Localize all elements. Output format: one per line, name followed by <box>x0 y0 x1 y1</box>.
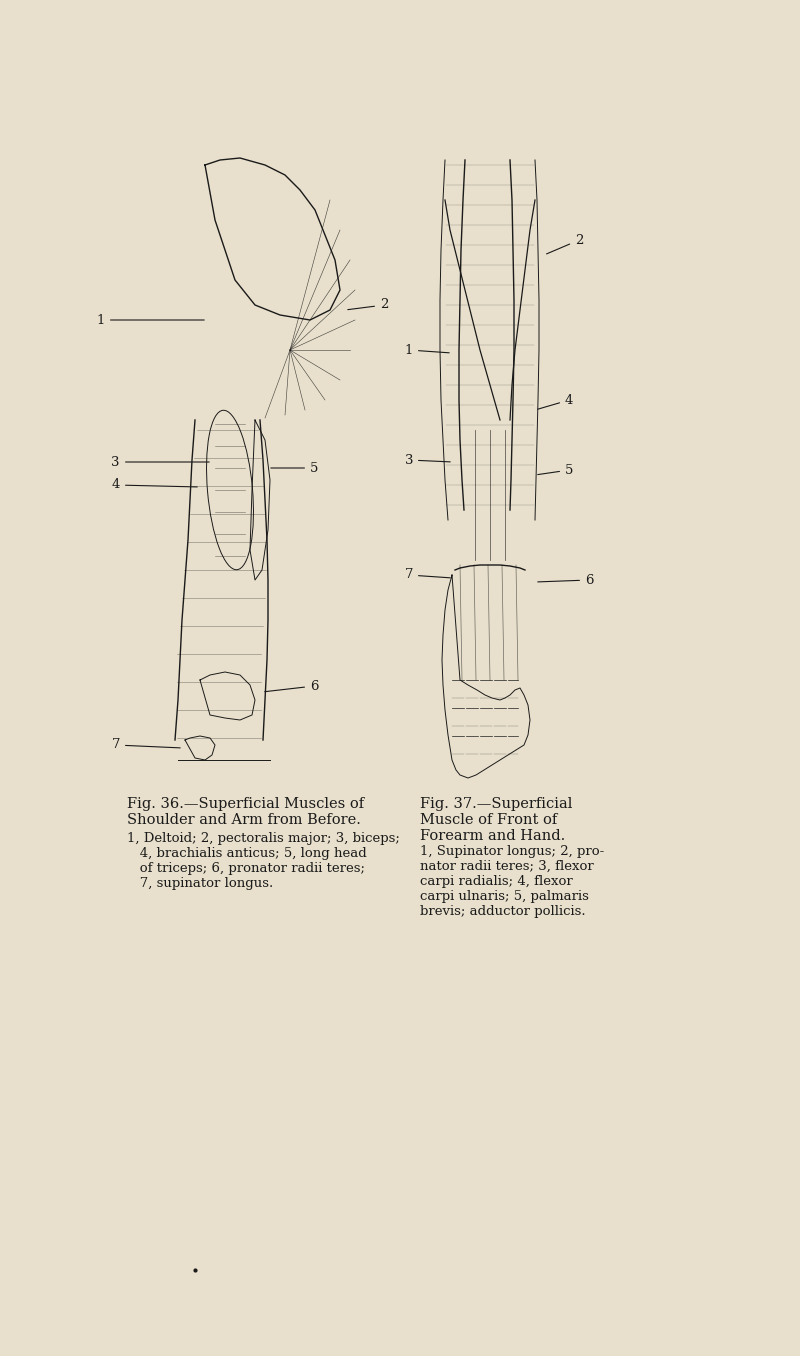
Text: 1: 1 <box>405 343 450 357</box>
Text: Fig. 36.—Superficial Muscles of
Shoulder and Arm from Before.: Fig. 36.—Superficial Muscles of Shoulder… <box>127 797 364 827</box>
Text: 1: 1 <box>97 313 204 327</box>
Text: 7: 7 <box>405 568 450 582</box>
Text: 4: 4 <box>112 479 198 491</box>
Text: 3: 3 <box>405 453 450 466</box>
Text: 2: 2 <box>348 298 388 312</box>
Text: 5: 5 <box>538 464 574 476</box>
Text: 5: 5 <box>270 461 318 475</box>
Text: 1, Deltoid; 2, pectoralis major; 3, biceps;
   4, brachialis anticus; 5, long he: 1, Deltoid; 2, pectoralis major; 3, bice… <box>127 833 400 890</box>
Text: 1, Supinator longus; 2, pro-
nator radii teres; 3, flexor
carpi radialis; 4, fle: 1, Supinator longus; 2, pro- nator radii… <box>420 845 604 918</box>
Text: 2: 2 <box>546 233 583 254</box>
Text: 6: 6 <box>538 574 594 587</box>
Text: Fig. 37.—Superficial
Muscle of Front of
Forearm and Hand.: Fig. 37.—Superficial Muscle of Front of … <box>420 797 572 843</box>
Text: 6: 6 <box>265 679 318 693</box>
Text: 4: 4 <box>538 393 574 410</box>
Text: 3: 3 <box>111 456 210 469</box>
Text: 7: 7 <box>111 739 180 751</box>
